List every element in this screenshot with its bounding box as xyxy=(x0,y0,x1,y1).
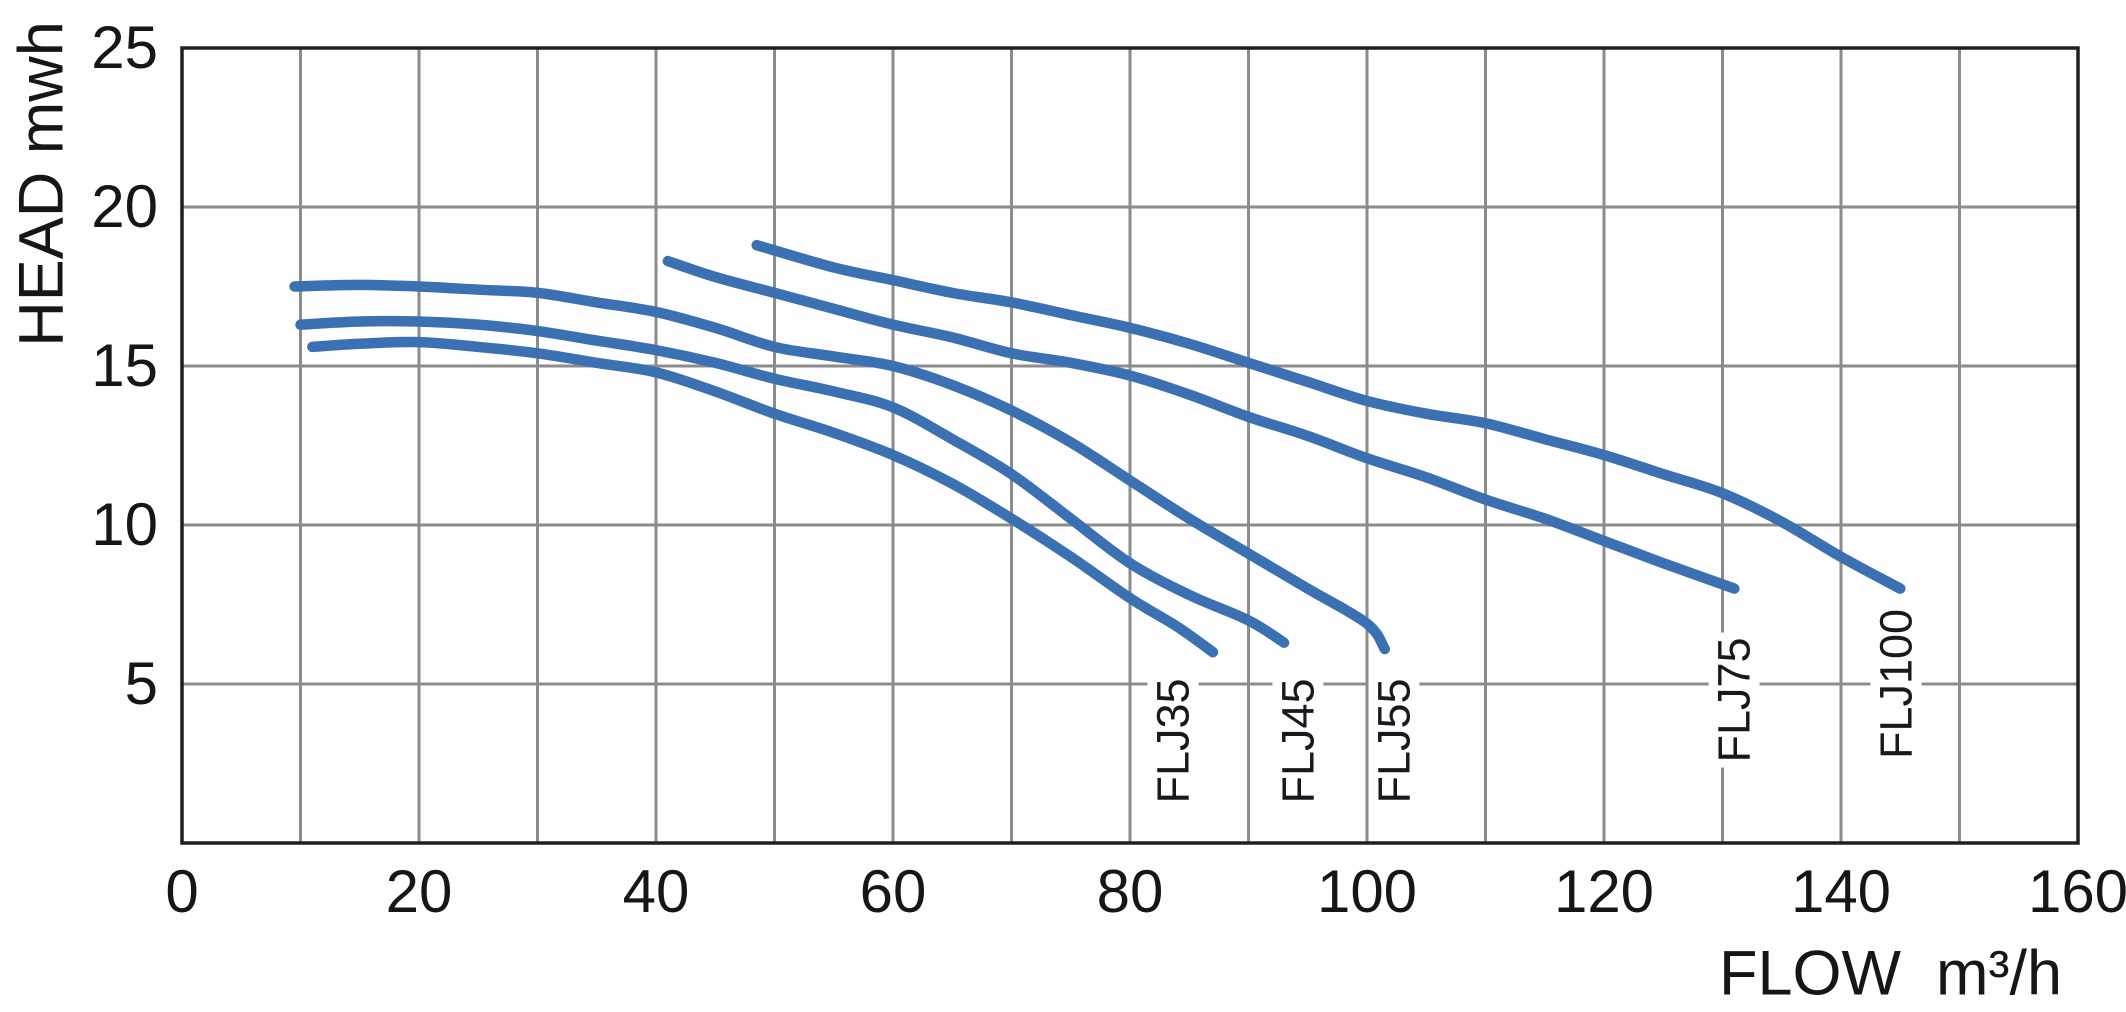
x-tick-label-80: 80 xyxy=(1096,858,1164,925)
x-tick-label-160: 160 xyxy=(2027,858,2126,925)
curve-flj35 xyxy=(307,336,1219,658)
plot-border xyxy=(180,46,2080,845)
x-tick-label-60: 60 xyxy=(859,858,927,925)
x-tick-label-0: 0 xyxy=(165,858,199,925)
curve-flj75 xyxy=(662,255,1740,594)
curve-label-flj55: FLJ55 xyxy=(1368,673,1420,809)
y-tick-label-25: 25 xyxy=(91,14,158,81)
x-tick-label-40: 40 xyxy=(622,858,690,925)
x-tick-label-140: 140 xyxy=(1790,858,1892,925)
y-tick-label-10: 10 xyxy=(91,491,158,558)
x-tick-label-120: 120 xyxy=(1553,858,1655,925)
curve-label-flj100: FLJ100 xyxy=(1870,603,1921,765)
curve-label-flj45: FLJ45 xyxy=(1272,673,1324,809)
curve-label-flj35: FLJ35 xyxy=(1147,673,1199,809)
curve-flj100 xyxy=(751,239,1906,594)
curve-flj55 xyxy=(289,279,1391,655)
x-tick-label-20: 20 xyxy=(385,858,453,925)
curve-flj45 xyxy=(295,315,1290,648)
y-tick-label-20: 20 xyxy=(91,173,158,240)
y-tick-label-5: 5 xyxy=(124,650,158,717)
curve-label-flj75: FLJ75 xyxy=(1708,632,1760,768)
y-tick-label-15: 15 xyxy=(91,332,158,399)
x-axis-title: FLOW m³/h xyxy=(1719,938,2062,1009)
x-tick-label-100: 100 xyxy=(1316,858,1418,925)
